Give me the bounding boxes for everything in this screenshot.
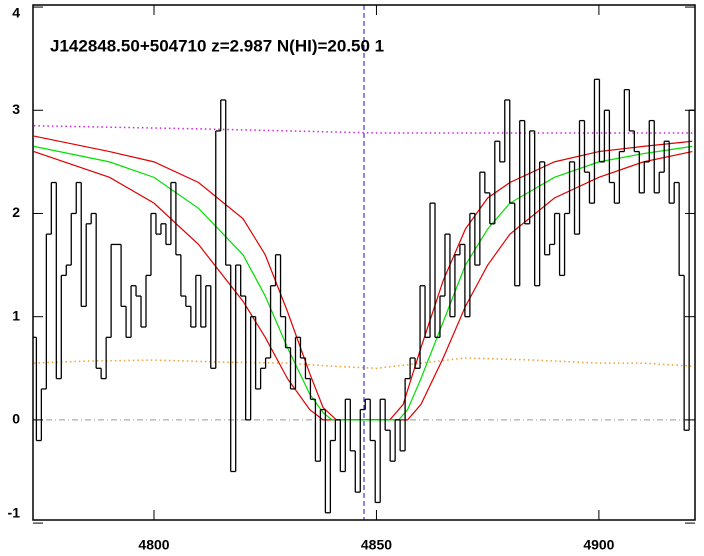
y-tick-label: 3 xyxy=(12,101,20,117)
chart-title: J142848.50+504710 z=2.987 N(HI)=20.50 1 xyxy=(50,36,384,55)
plot-frame xyxy=(32,4,696,521)
model-curve xyxy=(33,145,693,421)
model-curve xyxy=(33,150,693,421)
x-tick-label: 4850 xyxy=(361,537,392,553)
y-tick-label: 0 xyxy=(12,411,20,427)
y-tick-label: -1 xyxy=(8,505,21,521)
x-tick-label: 4900 xyxy=(583,537,614,553)
dotted-curve xyxy=(33,125,693,134)
plot-area xyxy=(33,5,695,520)
dotted-curve xyxy=(33,357,693,370)
y-tick-label: 1 xyxy=(12,307,20,323)
y-tick-label: 2 xyxy=(12,204,20,220)
x-tick-label: 4800 xyxy=(138,537,169,553)
y-tick-label: 4 xyxy=(12,5,20,21)
model-curve xyxy=(33,135,693,421)
